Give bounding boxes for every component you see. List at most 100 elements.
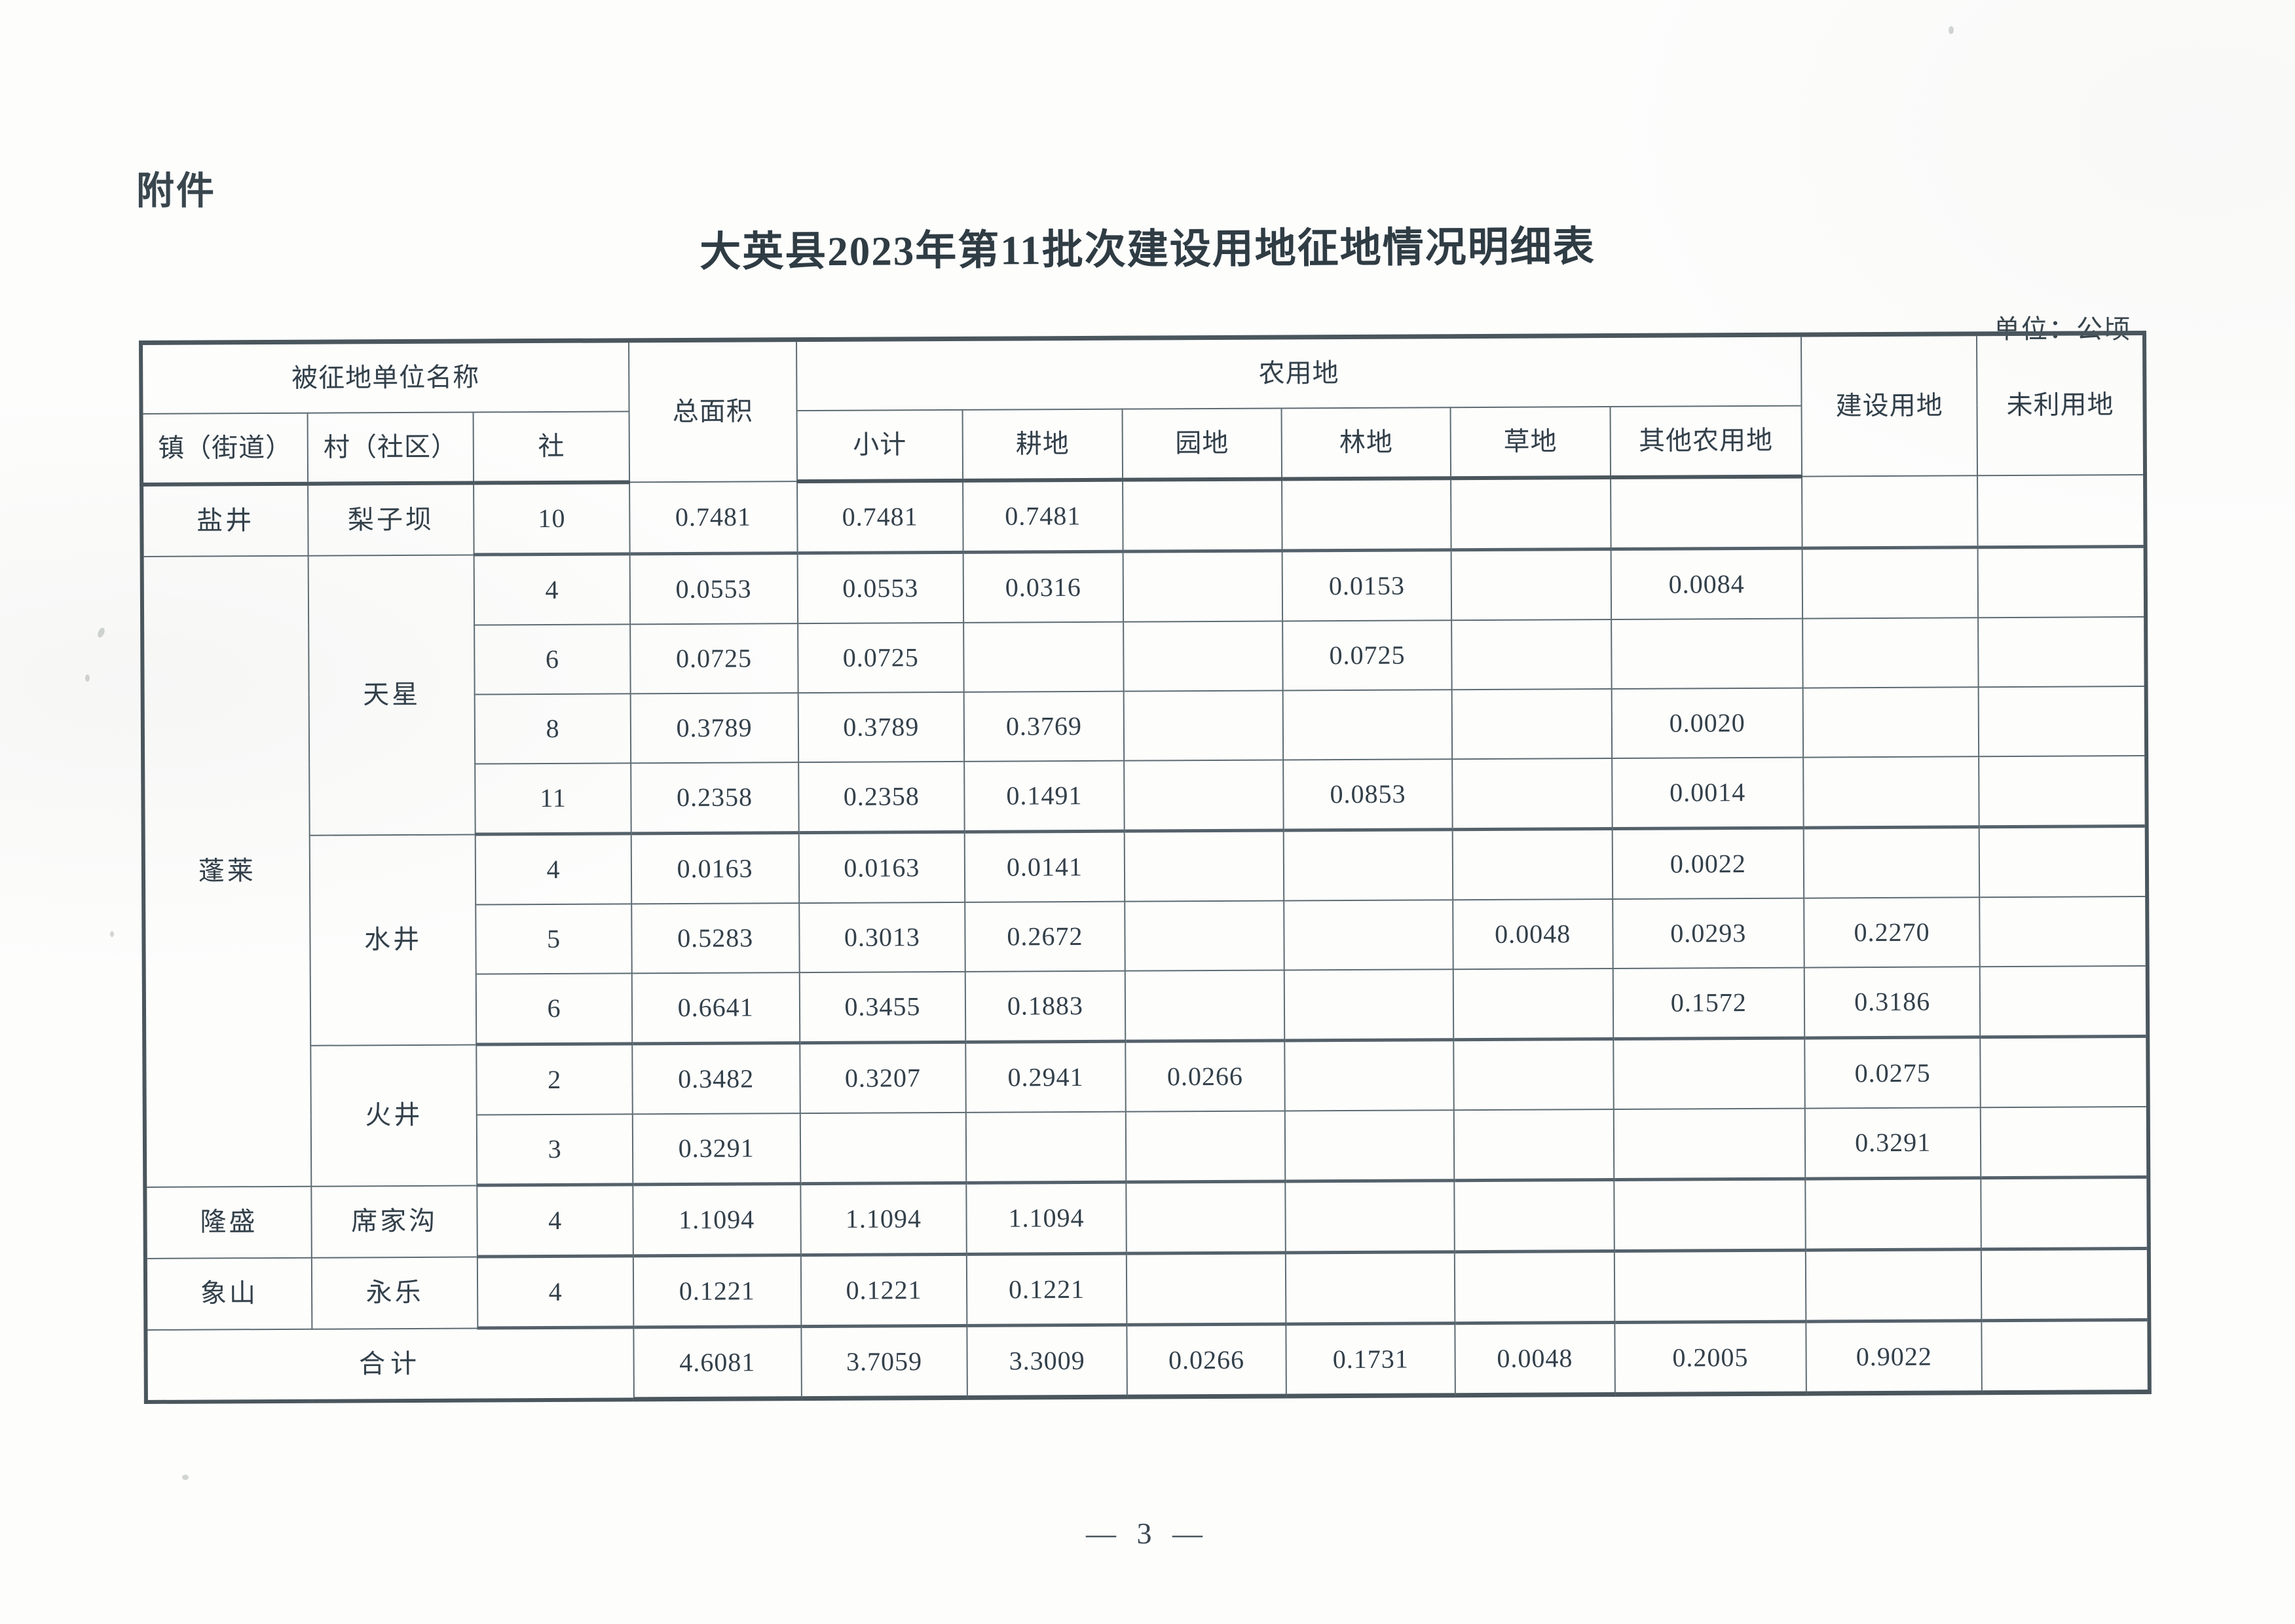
cell-total-area: 0.1221: [633, 1255, 801, 1327]
cell-grass: 0.0048: [1453, 899, 1613, 970]
cell-forest: [1284, 1039, 1454, 1111]
cell-forest: [1284, 900, 1453, 970]
scan-speck: [1949, 26, 1954, 34]
cell-other-agri: [1611, 618, 1803, 690]
cell-other-agri: [1613, 1179, 1806, 1251]
land-requisition-table: 被征地单位名称 总面积 农用地 建设用地 未利用地 镇（街道） 村（社区） 社 …: [139, 331, 2152, 1404]
cell-unused: [1981, 1177, 2149, 1249]
cell-garden: [1124, 900, 1284, 971]
cell-unused: [1981, 1248, 2150, 1321]
cell-garden: [1124, 830, 1284, 902]
cell-village: 火井: [310, 1044, 477, 1187]
cell-unused: [1979, 756, 2147, 827]
cell-unused: [1980, 1107, 2149, 1178]
cell-garden: [1123, 550, 1283, 622]
cell-grass: [1453, 969, 1613, 1040]
cell-garden: [1122, 479, 1282, 552]
cell-grass: [1451, 549, 1611, 621]
cell-other-agri: 0.0084: [1611, 548, 1803, 620]
cell-subtotal: 0.7481: [796, 480, 963, 553]
cell-other-agri: 0.1572: [1613, 967, 1805, 1039]
cell-other-agri: [1613, 1038, 1805, 1110]
cell-farmland: [963, 621, 1124, 692]
cell-she: 6: [476, 973, 633, 1044]
total-garden: 0.0266: [1127, 1323, 1287, 1397]
cell-total-area: 0.7481: [629, 481, 798, 554]
cell-forest: [1282, 690, 1453, 760]
cell-she: 8: [475, 693, 631, 764]
cell-farmland: 0.3769: [963, 691, 1124, 762]
cell-garden: [1123, 621, 1283, 692]
header-garden-land: 园地: [1122, 408, 1282, 480]
cell-farmland: 0.7481: [963, 479, 1123, 553]
cell-garden: [1125, 1111, 1286, 1183]
cell-town: 象山: [145, 1257, 312, 1330]
cell-total-label: 合计: [145, 1327, 634, 1402]
cell-construction: 0.2270: [1804, 897, 1980, 968]
cell-forest: 0.0153: [1282, 549, 1452, 621]
cell-unused: [1978, 686, 2147, 757]
cell-other-agri: [1610, 476, 1802, 549]
cell-construction: [1802, 475, 1978, 549]
cell-forest: [1282, 478, 1451, 551]
cell-other-agri: 0.0022: [1612, 828, 1804, 900]
header-group-unit-name: 被征地单位名称: [141, 340, 629, 414]
cell-grass: [1451, 689, 1612, 760]
cell-unused: [1977, 546, 2146, 618]
total-unused: [1981, 1320, 2150, 1393]
cell-town: 蓬莱: [141, 555, 312, 1187]
total-forest: 0.1731: [1286, 1323, 1455, 1396]
cell-farmland: [966, 1111, 1127, 1183]
cell-she: 5: [476, 904, 632, 974]
cell-other-agri: [1613, 1108, 1806, 1180]
cell-village: 天星: [308, 555, 476, 836]
cell-construction: [1805, 1177, 1982, 1251]
cell-town: 隆盛: [145, 1186, 312, 1259]
cell-subtotal: 0.2358: [798, 761, 965, 833]
cell-total-area: 0.3482: [632, 1043, 800, 1115]
cell-grass: [1454, 1251, 1614, 1323]
header-subtotal: 小计: [796, 409, 963, 482]
cell-grass: [1453, 1109, 1614, 1181]
cell-town: 盐井: [141, 483, 308, 557]
cell-subtotal: 0.3455: [799, 971, 966, 1043]
cell-total-area: 0.2358: [630, 762, 799, 834]
table-body: 盐井 梨子坝 10 0.7481 0.7481 0.7481 蓬莱 天星 4 0.0553 0.05…: [141, 475, 2150, 1402]
cell-forest: [1284, 969, 1454, 1041]
cell-she: 4: [477, 1255, 634, 1328]
cell-she: 2: [476, 1043, 633, 1115]
table-row: 象山 永乐 4 0.1221 0.1221 0.1221: [145, 1248, 2150, 1330]
cell-village: 梨子坝: [307, 483, 475, 556]
cell-village: 永乐: [311, 1256, 478, 1329]
table-total-row: 合计 4.6081 3.7059 3.3009 0.0266 0.1731 0.0048 0.…: [145, 1320, 2150, 1402]
cell-subtotal: [800, 1112, 967, 1184]
cell-construction: 0.3186: [1804, 967, 1981, 1039]
cell-subtotal: 1.1094: [800, 1183, 967, 1255]
cell-unused: [1979, 966, 2148, 1037]
cell-unused: [1977, 475, 2146, 547]
cell-construction: [1805, 1249, 1982, 1322]
cell-grass: [1451, 477, 1611, 550]
cell-unused: [1979, 896, 2148, 967]
header-grass-land: 草地: [1450, 407, 1611, 479]
cell-grass: [1453, 1039, 1614, 1111]
cell-grass: [1452, 758, 1613, 830]
cell-forest: [1286, 1251, 1455, 1324]
cell-she: 4: [477, 1184, 633, 1257]
cell-subtotal: 0.3207: [799, 1042, 967, 1114]
attachment-label: 附件: [136, 170, 217, 212]
cell-unused: [1980, 1036, 2148, 1108]
cell-she: 4: [474, 553, 630, 625]
table-row: 隆盛 席家沟 4 1.1094 1.1094 1.1094: [145, 1177, 2149, 1259]
cell-construction: 0.3291: [1804, 1107, 1981, 1179]
cell-grass: [1454, 1179, 1614, 1252]
scan-speck: [85, 674, 90, 682]
total-subtotal: 3.7059: [800, 1325, 968, 1399]
cell-total-area: 0.0553: [629, 553, 798, 625]
scan-speck: [182, 1475, 189, 1480]
cell-she: 6: [474, 624, 631, 695]
cell-forest: 0.0853: [1283, 759, 1453, 830]
table-row: 蓬莱 天星 4 0.0553 0.0553 0.0316 0.0153 0.0084: [141, 546, 2146, 1187]
cell-total-area: 0.0163: [631, 832, 799, 904]
